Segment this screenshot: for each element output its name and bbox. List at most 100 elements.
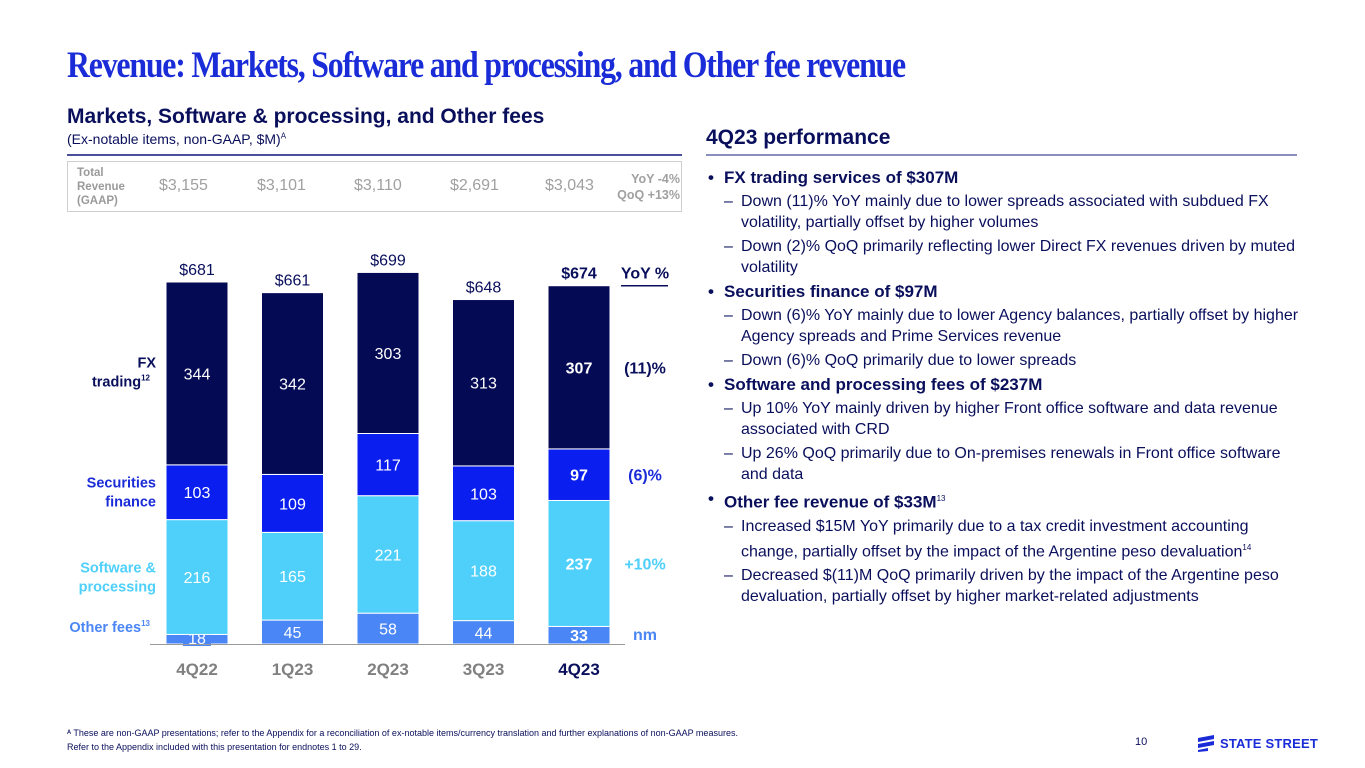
segment-value-label: 18 xyxy=(188,631,206,648)
total-revenue-value: $3,155 xyxy=(159,177,208,194)
bar-total-label: $681 xyxy=(179,262,215,279)
series-label: finance xyxy=(105,495,156,511)
bar-segment-securities-finance xyxy=(165,464,229,521)
chart-subnote: (Ex-notable items, non-GAAP, $M)A xyxy=(67,131,286,147)
series-label: Software & xyxy=(80,561,156,577)
stacked-bar-chart: 18 216 103 344 $681 4Q22 45 165 109 342 $661 1Q23 58… xyxy=(69,252,669,679)
total-revenue-label-line: Total xyxy=(77,167,104,179)
state-street-logo: STATE STREET xyxy=(1196,734,1318,752)
footnote-marker: 13 xyxy=(936,494,946,503)
segment-value-label: 97 xyxy=(570,468,588,485)
bullet-heading: Software and processing fees of $237M xyxy=(706,374,1306,396)
total-revenue-qoq: QoQ +13% xyxy=(617,188,680,202)
yoy-header: YoY % xyxy=(621,266,669,283)
segment-value-label: 342 xyxy=(279,377,306,394)
performance-bullets: FX trading services of $307MDown (11)% Y… xyxy=(706,165,1306,610)
series-label-sup: 13 xyxy=(141,619,150,628)
bar-total-label: $699 xyxy=(370,252,406,269)
segment-value-label: 221 xyxy=(375,547,402,564)
bar-total-label: $674 xyxy=(561,266,597,283)
page-title: Revenue: Markets, Software and processin… xyxy=(67,45,906,86)
segment-value-label: 109 xyxy=(279,496,306,513)
bullet-heading: FX trading services of $307M xyxy=(706,167,1306,189)
segment-value-label: 44 xyxy=(475,625,493,642)
logo-text: STATE STREET xyxy=(1220,735,1318,751)
bullet-subitem: Up 10% YoY mainly driven by higher Front… xyxy=(706,398,1306,440)
bullet-subitem: Down (6)% YoY mainly due to lower Agency… xyxy=(706,305,1306,347)
bar-segment-fx-trading xyxy=(165,281,229,466)
right-divider xyxy=(706,154,1297,156)
subnote-footnote-marker: A xyxy=(280,131,287,141)
bullet-heading: Other fee revenue of $33M13 xyxy=(706,488,1306,514)
x-axis-tick-label: 1Q23 xyxy=(272,660,314,679)
bullet-subitem: Up 26% QoQ primarily due to On-premises … xyxy=(706,443,1306,485)
bar-total-label: $648 xyxy=(466,280,502,297)
series-label: FX xyxy=(137,355,156,371)
x-axis-tick-label: 4Q23 xyxy=(558,660,600,679)
series-label: Other fees13 xyxy=(69,619,150,636)
series-label-sup: 12 xyxy=(141,373,150,382)
performance-title: 4Q23 performance xyxy=(706,126,891,149)
chart-subtitle: Markets, Software & processing, and Othe… xyxy=(67,105,545,128)
segment-value-label: 313 xyxy=(470,376,497,393)
segment-value-label: 303 xyxy=(375,346,402,363)
segment-value-label: 58 xyxy=(379,622,397,639)
bar-segment-securities-finance xyxy=(547,448,611,501)
total-revenue-yoy: YoY -4% xyxy=(631,172,680,186)
segment-value-label: 103 xyxy=(470,486,497,503)
bar-total-label: $661 xyxy=(275,273,311,290)
bar-segment-securities-finance xyxy=(261,473,324,533)
x-axis-tick-label: 4Q22 xyxy=(176,660,218,679)
segment-value-label: 188 xyxy=(470,564,497,581)
bullet-subitem: Down (2)% QoQ primarily reflecting lower… xyxy=(706,236,1306,278)
yoy-value: nm xyxy=(633,627,657,644)
series-label: processing xyxy=(79,580,156,596)
x-axis-tick-label: 2Q23 xyxy=(367,660,409,679)
bar-segment-software-processing xyxy=(547,499,611,627)
logo-mark-icon xyxy=(1198,735,1214,752)
total-revenue-value: $3,043 xyxy=(545,177,594,194)
bar-segment-securities-finance xyxy=(356,432,420,497)
yoy-value: +10% xyxy=(624,556,665,573)
total-revenue-value: $3,101 xyxy=(257,177,306,194)
bar-segment-fx-trading xyxy=(261,292,324,475)
segment-value-label: 344 xyxy=(184,366,211,383)
bullet-subitem: Increased $15M YoY primarily due to a ta… xyxy=(706,516,1306,562)
total-revenue-change: YoY -4% QoQ +13% xyxy=(617,171,680,203)
series-label: Securities xyxy=(87,476,156,492)
series-label: trading12 xyxy=(92,373,151,390)
total-revenue-label: Total Revenue (GAAP) xyxy=(77,166,125,208)
segment-value-label: 117 xyxy=(375,458,401,475)
bar-segment-software-processing xyxy=(356,495,420,614)
yoy-value: (6)% xyxy=(628,468,662,485)
total-revenue-label-line: Revenue xyxy=(77,181,125,193)
bullet-subitem: Down (11)% YoY mainly due to lower sprea… xyxy=(706,191,1306,233)
segment-value-label: 307 xyxy=(566,360,593,377)
bar-segment-fx-trading xyxy=(452,299,515,467)
bar-segment-software-processing xyxy=(261,531,324,621)
subnote-text: (Ex-notable items, non-GAAP, $M) xyxy=(67,131,281,147)
total-revenue-label-line: (GAAP) xyxy=(77,195,118,207)
total-revenue-box: Total Revenue (GAAP) $3,155 $3,101 $3,11… xyxy=(67,161,682,212)
bullet-subitem: Down (6)% QoQ primarily due to lower spr… xyxy=(706,350,1306,371)
bullet-heading: Securities finance of $97M xyxy=(706,281,1306,303)
total-revenue-value: $2,691 xyxy=(450,177,499,194)
page-number: 10 xyxy=(1135,736,1148,748)
bar-segment-fx-trading xyxy=(547,285,611,450)
segment-value-label: 103 xyxy=(184,485,211,502)
segment-value-label: 33 xyxy=(570,628,588,645)
bar-segment-software-processing xyxy=(452,520,515,622)
footnote-marker: 14 xyxy=(1242,542,1252,552)
segment-value-label: 45 xyxy=(284,625,302,642)
x-axis-tick-label: 3Q23 xyxy=(463,660,505,679)
bullet-subitem: Decreased $(11)M QoQ primarily driven by… xyxy=(706,565,1306,607)
segment-value-label: 165 xyxy=(279,569,306,586)
segment-value-label: 216 xyxy=(184,570,211,587)
footnote-line: Refer to the Appendix included with this… xyxy=(67,742,362,752)
left-divider xyxy=(67,154,682,156)
footnote-line: ᴬ These are non-GAAP presentations; refe… xyxy=(67,728,738,738)
total-revenue-value: $3,110 xyxy=(354,177,402,194)
bar-segment-fx-trading xyxy=(356,271,420,434)
bar-segment-software-processing xyxy=(165,519,229,635)
footnotes: ᴬ These are non-GAAP presentations; refe… xyxy=(67,726,738,754)
